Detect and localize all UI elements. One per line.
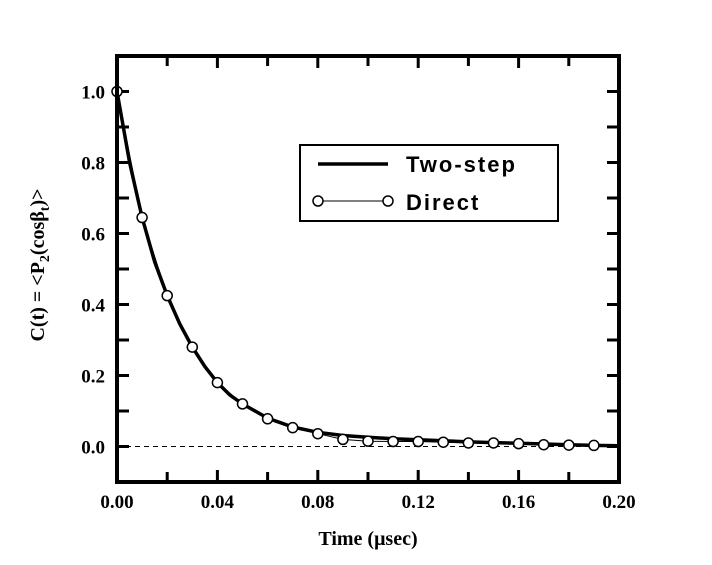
x-axis-title: Time (μsec) [318, 528, 417, 550]
y-tick-label: 0.6 [81, 225, 105, 246]
y-tick-label: 1.0 [81, 83, 105, 104]
direct-data-point [588, 439, 600, 452]
direct-data-point [312, 427, 324, 440]
direct-data-point [136, 211, 148, 224]
direct-data-point [563, 439, 575, 451]
x-tick-label: 0.08 [301, 492, 334, 513]
direct-data-point [186, 341, 199, 353]
y-axis-title-sub2: t [38, 206, 53, 211]
legend-box [299, 144, 559, 222]
y-axis-title-end: )> [27, 188, 49, 206]
direct-data-point [487, 437, 500, 449]
y-tick-label: 0.8 [81, 154, 105, 175]
legend: Two-step Direct [299, 144, 559, 222]
y-tick-label: 0.4 [81, 296, 105, 317]
x-tick-label: 0.16 [502, 492, 535, 513]
legend-two-step-label: Two-step [406, 152, 517, 177]
direct-data-point [337, 433, 349, 446]
direct-data-point [412, 435, 424, 448]
legend-direct-marker [382, 195, 394, 207]
x-tick-label: 0.12 [402, 492, 435, 513]
direct-data-point [387, 435, 399, 448]
direct-data-point [512, 437, 525, 450]
direct-data-point [211, 376, 224, 389]
x-tick-labels: 0.00 0.04 0.08 0.12 0.16 0.20 [100, 492, 635, 513]
y-tick-label: 0.2 [81, 367, 105, 388]
y-tick-label: 0.0 [81, 438, 105, 459]
plot-frame [115, 54, 621, 484]
x-tick-label: 0.04 [201, 492, 235, 513]
y-tick-labels: 0.0 0.2 0.4 0.6 0.8 1.0 [81, 83, 105, 459]
y-axis-title-main: C(t) = <P [27, 262, 49, 341]
axis-ticks [115, 54, 621, 484]
series-direct-points [111, 85, 600, 452]
direct-data-point [537, 438, 550, 451]
y-axis-title: C(t) = <P2(cosβt)> [27, 188, 53, 341]
y-axis-title-sub1: 2 [38, 255, 53, 262]
direct-data-point [362, 435, 374, 447]
direct-data-point [437, 436, 450, 448]
legend-direct-label: Direct [406, 190, 480, 215]
direct-data-point [161, 289, 173, 302]
direct-data-point [236, 398, 249, 410]
direct-data-point [286, 421, 299, 434]
legend-direct-marker [312, 195, 324, 207]
x-tick-label: 0.20 [602, 492, 635, 513]
direct-data-point [261, 413, 274, 425]
direct-data-point [462, 437, 475, 449]
y-axis-title-mid: (cosβ [27, 211, 49, 255]
x-tick-label: 0.00 [100, 492, 133, 513]
